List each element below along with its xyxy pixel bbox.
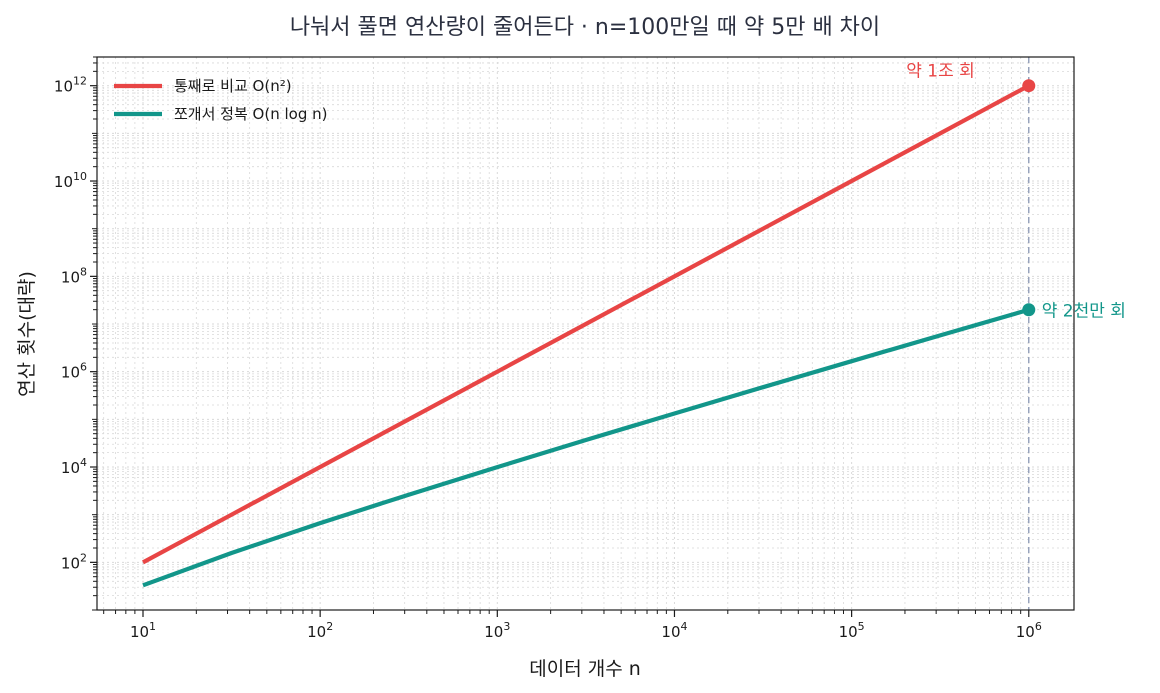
y-tick-label: 102 [61,551,87,572]
legend: 통째로 비교 O(n²) 쪼개서 정복 O(n log n) [114,77,327,123]
x-tick-label: 101 [130,620,156,641]
grid [97,56,1074,611]
y-tick-label: 104 [61,456,87,477]
y-tick-label: 108 [61,265,87,286]
x-tick-label: 104 [661,620,687,641]
series-line-2 [142,307,1030,588]
y-tick-label: 106 [61,361,87,382]
series-group [142,83,1030,588]
x-axis-ticks: 101 102 103 104 105 106 [103,610,1042,641]
x-tick-label: 106 [1016,620,1042,641]
endpoint-marker-1 [1022,79,1036,93]
x-tick-label: 103 [484,620,510,641]
plot-frame [96,56,1075,611]
y-tick-label: 1010 [54,170,87,191]
annotation-2: 약 2천만 회 [1042,302,1126,322]
annotation-1: 약 1조 회 [906,62,975,82]
x-axis-label: 데이터 개수 n [529,658,641,680]
legend-label-2: 쪼개서 정복 O(n log n) [174,105,327,123]
series-line-1 [142,83,1030,565]
chart-title: 나눠서 풀면 연산량이 줄어든다 · n=100만일 때 약 5만 배 차이 [290,15,880,40]
x-tick-label: 102 [307,620,333,641]
endpoint-markers [1022,79,1036,317]
annotations: 약 1조 회약 2천만 회 [906,62,1126,322]
x-tick-label: 105 [839,620,865,641]
y-tick-label: 1012 [54,75,87,96]
y-axis-ticks: 102 104 106 108 1010 1012 [54,56,97,611]
endpoint-marker-2 [1022,303,1036,317]
y-axis-label: 연산 횟수(대략) [16,271,38,397]
legend-label-1: 통째로 비교 O(n²) [174,77,292,95]
